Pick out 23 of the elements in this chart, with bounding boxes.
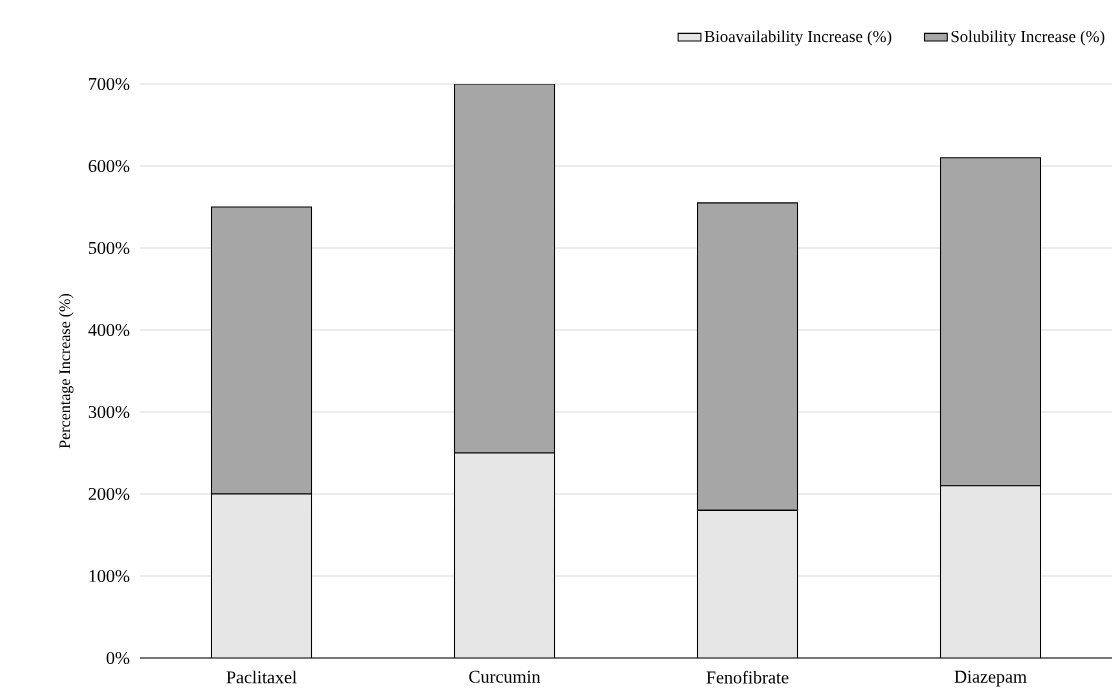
bar bbox=[453, 84, 556, 454]
legend-label: Solubility Increase (%) bbox=[951, 30, 1105, 46]
x-tick-label: Diazepam bbox=[954, 670, 1027, 687]
y-axis-title: Percentage Increase (%) bbox=[58, 293, 74, 449]
y-tick-label: 300% bbox=[88, 405, 130, 419]
y-tick-label: 0% bbox=[106, 651, 130, 665]
y-tick-label: 200% bbox=[88, 487, 130, 501]
y-tick-label: 700% bbox=[89, 77, 130, 91]
bar bbox=[696, 202, 799, 511]
bar bbox=[454, 453, 555, 658]
bar bbox=[939, 485, 1042, 658]
bar bbox=[697, 510, 798, 658]
y-tick-label: 600% bbox=[88, 159, 130, 173]
bar bbox=[210, 206, 313, 495]
bar bbox=[211, 494, 312, 658]
bar bbox=[939, 157, 1042, 487]
x-tick-label: Fenofibrate bbox=[706, 670, 789, 684]
x-tick-label: Curcumin bbox=[469, 670, 541, 683]
legend-label: Bioavailability Increase (%) bbox=[704, 30, 892, 46]
y-tick-label: 500% bbox=[89, 241, 130, 255]
y-tick-label: 100% bbox=[89, 569, 130, 583]
y-tick-label: 400% bbox=[88, 323, 130, 337]
x-tick-label: Paclitaxel bbox=[226, 670, 297, 684]
